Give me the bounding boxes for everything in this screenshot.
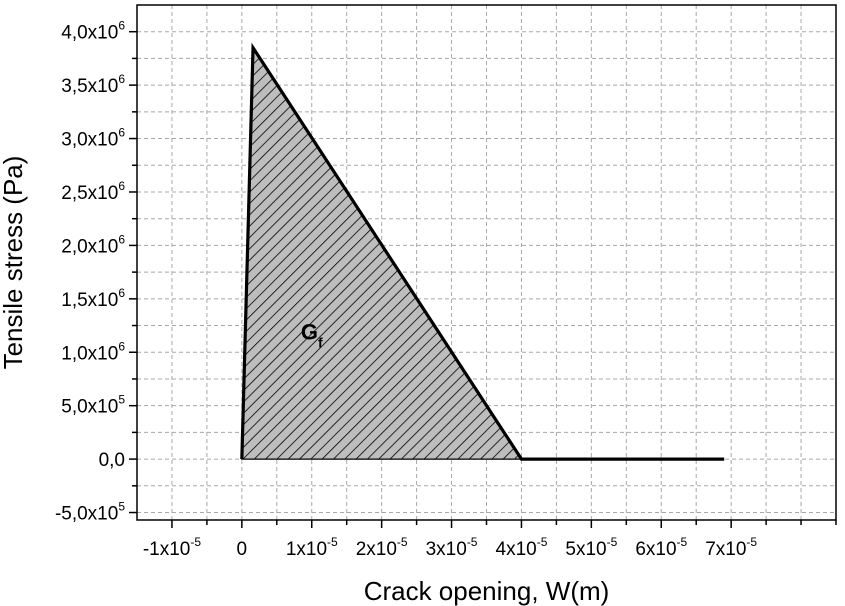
y-axis-title: Tensile stress (Pa) xyxy=(0,156,28,370)
x-axis-title: Crack opening, W(m) xyxy=(364,576,610,606)
x-tick-label: 0 xyxy=(237,539,248,560)
y-tick-label: -5,0x105 xyxy=(55,500,125,525)
y-tick-label: 2,0x106 xyxy=(61,232,125,257)
y-tick-label: 1,0x106 xyxy=(61,339,125,364)
area-annotation: Gf xyxy=(301,319,323,350)
y-tick-label: 3,0x106 xyxy=(61,126,125,151)
y-tick-label: 2,5x106 xyxy=(61,179,125,204)
y-tick-label: 0,0 xyxy=(99,450,125,471)
annotations: Gf xyxy=(301,319,323,350)
x-tick-label: 6x10-5 xyxy=(635,535,687,560)
axis-ticks xyxy=(129,30,837,528)
x-tick-label: 2x10-5 xyxy=(356,535,408,560)
y-tick-label: 1,5x106 xyxy=(61,286,125,311)
y-tick-label: 3,5x106 xyxy=(61,72,125,97)
area-outline xyxy=(241,45,522,460)
y-tick-label: 5,0x105 xyxy=(61,393,125,418)
x-tick-label: 4x10-5 xyxy=(496,535,548,560)
series-layer xyxy=(240,42,725,461)
x-tick-label: -1x10-5 xyxy=(143,535,202,560)
x-tick-label: 5x10-5 xyxy=(565,535,617,560)
y-tick-label: 4,0x106 xyxy=(61,19,125,44)
tick-labels: -1x10-5 0 1x10-5 2x10-5 3x10-5 4x10-5 5x10-5 6x… xyxy=(55,19,757,560)
x-tick-label: 1x10-5 xyxy=(286,535,338,560)
x-tick-label: 7x10-5 xyxy=(705,535,757,560)
x-tick-label: 3x10-5 xyxy=(426,535,478,560)
